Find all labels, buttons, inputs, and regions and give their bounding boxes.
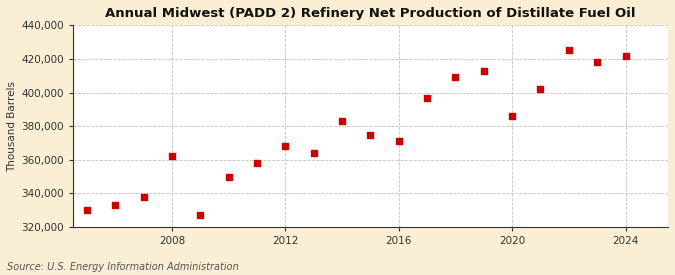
Point: [535, 87, 546, 91]
Point: [252, 161, 263, 165]
Point: [365, 132, 376, 137]
Point: [394, 139, 404, 144]
Point: [167, 154, 178, 159]
Point: [110, 203, 121, 207]
Y-axis label: Thousand Barrels: Thousand Barrels: [7, 81, 17, 172]
Point: [223, 174, 234, 179]
Point: [620, 53, 631, 58]
Point: [82, 208, 92, 212]
Title: Annual Midwest (PADD 2) Refinery Net Production of Distillate Fuel Oil: Annual Midwest (PADD 2) Refinery Net Pro…: [105, 7, 636, 20]
Point: [337, 119, 348, 123]
Point: [450, 75, 461, 79]
Point: [507, 114, 518, 118]
Point: [479, 68, 489, 73]
Point: [138, 195, 149, 199]
Point: [195, 213, 206, 218]
Point: [308, 151, 319, 155]
Text: Source: U.S. Energy Information Administration: Source: U.S. Energy Information Administ…: [7, 262, 238, 272]
Point: [280, 144, 291, 148]
Point: [422, 95, 433, 100]
Point: [592, 60, 603, 64]
Point: [564, 48, 574, 53]
